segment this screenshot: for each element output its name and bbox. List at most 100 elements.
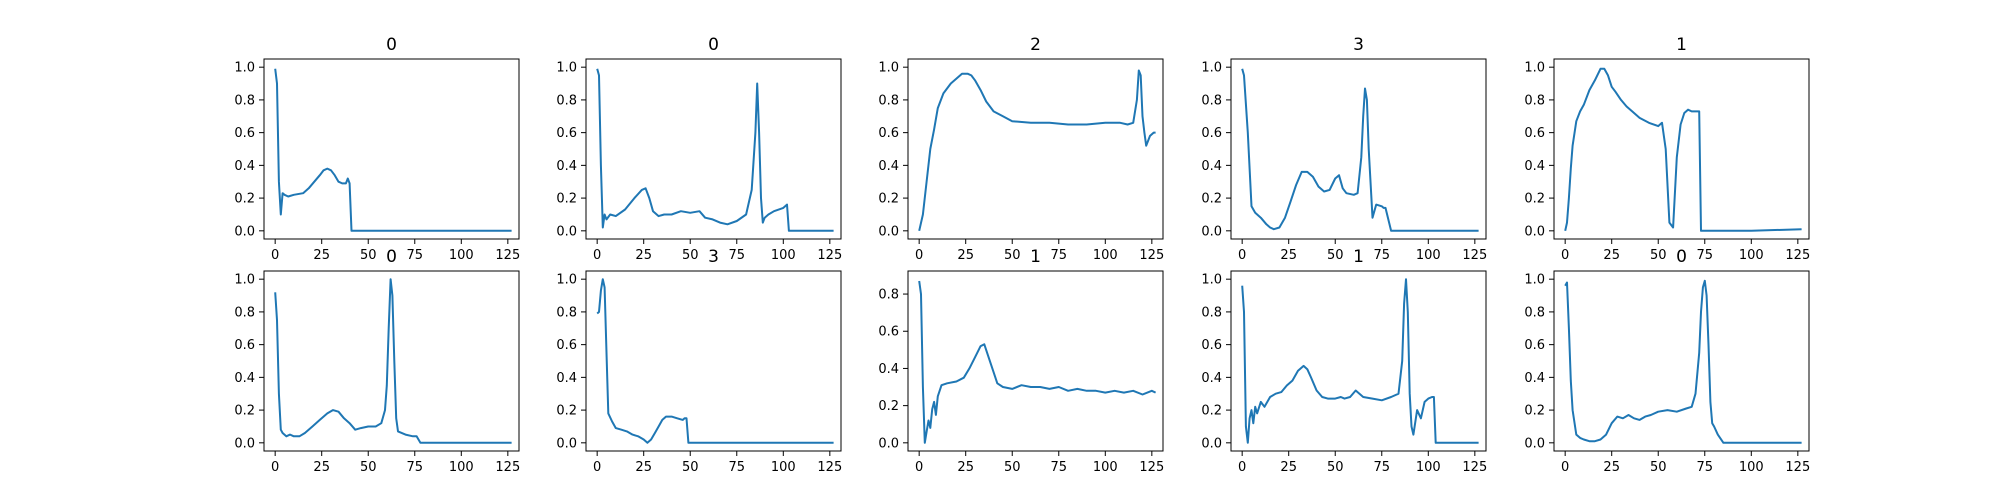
x-tick-label: 100 <box>771 248 796 263</box>
y-tick-label: 0.4 <box>556 371 577 386</box>
x-tick-label: 75 <box>406 460 423 475</box>
x-tick-label: 0 <box>593 248 601 263</box>
y-tick-label: 0.2 <box>1524 404 1545 419</box>
x-tick-label: 125 <box>817 460 842 475</box>
x-tick-label: 100 <box>771 460 796 475</box>
x-tick-label: 100 <box>449 460 474 475</box>
x-tick-label: 50 <box>682 248 699 263</box>
x-tick-label: 0 <box>593 460 601 475</box>
y-tick-label: 0.0 <box>878 436 899 451</box>
y-tick-label: 0.2 <box>234 404 255 419</box>
y-tick-label: 1.0 <box>234 273 255 288</box>
x-tick-label: 100 <box>1416 460 1441 475</box>
y-tick-label: 0.6 <box>234 338 255 353</box>
series-line <box>918 69 1156 232</box>
x-tick-label: 75 <box>728 460 745 475</box>
x-tick-label: 125 <box>495 248 520 263</box>
x-tick-label: 75 <box>728 248 745 263</box>
y-tick-label: 0.6 <box>878 126 899 141</box>
x-tick-label: 50 <box>1004 460 1021 475</box>
y-tick-label: 0.0 <box>234 436 255 451</box>
subplot-10: 0 25 50 75 100 125 0.0 0.2 0.4 0.6 0.8 1.0 0 <box>1524 247 1810 475</box>
series-line <box>1564 67 1802 232</box>
y-tick-label: 1.0 <box>1201 273 1222 288</box>
x-tick-label: 125 <box>1462 460 1487 475</box>
y-tick-label: 0.4 <box>878 362 899 377</box>
x-tick-label: 0 <box>271 460 279 475</box>
x-tick-label: 50 <box>682 460 699 475</box>
y-tick-label: 0.8 <box>1524 305 1545 320</box>
x-tick-label: 100 <box>1416 248 1441 263</box>
y-tick-label: 0.2 <box>878 192 899 207</box>
subplot-6: 0 25 50 75 100 125 0.0 0.2 0.4 0.6 0.8 1.0 0 <box>234 247 520 475</box>
subplot-8: 0 25 50 75 100 125 0.0 0.2 0.4 0.6 0.8 1 <box>878 247 1164 475</box>
x-tick-label: 0 <box>1561 460 1569 475</box>
y-tick-label: 0.2 <box>1201 192 1222 207</box>
x-tick-label: 25 <box>957 460 974 475</box>
x-tick-label: 25 <box>1603 248 1620 263</box>
y-tick-label: 0.0 <box>1201 224 1222 239</box>
subplot-title: 1 <box>1030 247 1041 267</box>
x-tick-label: 25 <box>957 248 974 263</box>
x-tick-label: 100 <box>1093 460 1118 475</box>
y-tick-label: 0.4 <box>556 159 577 174</box>
y-tick-label: 0.8 <box>878 93 899 108</box>
x-tick-label: 25 <box>313 460 330 475</box>
x-tick-label: 50 <box>1650 248 1667 263</box>
y-tick-label: 1.0 <box>1524 273 1545 288</box>
x-tick-label: 75 <box>1373 460 1390 475</box>
subplot-title: 2 <box>1030 35 1041 55</box>
plot-frame <box>1230 58 1487 240</box>
x-tick-label: 75 <box>1696 248 1713 263</box>
series-line <box>596 68 834 232</box>
x-tick-label: 125 <box>1462 248 1487 263</box>
subplot-2: 0 25 50 75 100 125 0.0 0.2 0.4 0.6 0.8 1.0 0 <box>556 35 842 263</box>
y-tick-label: 0.0 <box>1524 436 1545 451</box>
series-line <box>918 280 1157 444</box>
x-tick-label: 50 <box>1327 248 1344 263</box>
y-tick-label: 0.0 <box>556 436 577 451</box>
y-tick-label: 0.6 <box>1524 126 1545 141</box>
y-tick-label: 0.8 <box>234 93 255 108</box>
y-tick-label: 0.6 <box>1201 126 1222 141</box>
x-tick-label: 50 <box>360 460 377 475</box>
plot-frame <box>907 58 1164 240</box>
x-tick-label: 50 <box>1004 248 1021 263</box>
series-line <box>1241 278 1479 444</box>
y-tick-label: 0.8 <box>556 305 577 320</box>
series-line <box>1241 68 1479 232</box>
y-tick-label: 0.8 <box>1524 93 1545 108</box>
y-tick-label: 0.8 <box>556 93 577 108</box>
y-tick-label: 0.0 <box>556 224 577 239</box>
x-tick-label: 100 <box>1739 248 1764 263</box>
plot-frame <box>907 270 1164 452</box>
y-tick-label: 0.6 <box>234 126 255 141</box>
subplot-9: 0 25 50 75 100 125 0.0 0.2 0.4 0.6 0.8 1.0 1 <box>1201 247 1487 475</box>
y-tick-label: 1.0 <box>234 61 255 76</box>
y-tick-label: 0.0 <box>1524 224 1545 239</box>
x-tick-label: 25 <box>635 248 652 263</box>
x-tick-label: 125 <box>1139 460 1164 475</box>
x-tick-label: 50 <box>1327 460 1344 475</box>
y-tick-label: 0.2 <box>556 192 577 207</box>
x-tick-label: 0 <box>1561 248 1569 263</box>
x-tick-label: 125 <box>1139 248 1164 263</box>
x-tick-label: 0 <box>1238 248 1246 263</box>
x-tick-label: 25 <box>635 460 652 475</box>
x-tick-label: 50 <box>1650 460 1667 475</box>
x-tick-label: 100 <box>1739 460 1764 475</box>
x-tick-label: 100 <box>1093 248 1118 263</box>
y-tick-label: 0.8 <box>1201 305 1222 320</box>
plot-frame <box>585 270 842 452</box>
y-tick-label: 1.0 <box>1201 61 1222 76</box>
x-tick-label: 125 <box>1785 248 1810 263</box>
y-tick-label: 0.0 <box>1201 436 1222 451</box>
x-tick-label: 0 <box>1238 460 1246 475</box>
series-line <box>1564 279 1802 444</box>
subplot-title: 3 <box>1353 35 1364 55</box>
y-tick-label: 0.0 <box>878 224 899 239</box>
y-tick-label: 0.4 <box>1201 371 1222 386</box>
subplot-3: 0 25 50 75 100 125 0.0 0.2 0.4 0.6 0.8 1.0 2 <box>878 35 1164 263</box>
y-tick-label: 0.4 <box>234 159 255 174</box>
